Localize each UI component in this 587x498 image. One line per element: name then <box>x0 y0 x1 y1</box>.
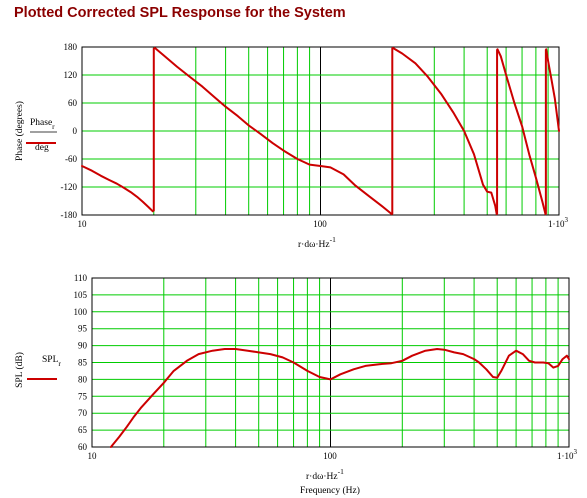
phase-y-ticks: -180 -120 -60 0 60 120 180 <box>61 42 78 220</box>
phase-x-axis-label: r·dω·Hz-1 <box>298 235 336 250</box>
spl-y-axis-label: SPL (dB) <box>14 352 25 388</box>
phase-curve <box>81 46 560 216</box>
spl-chart: 60 65 70 75 80 85 90 95 100 105 110 10 100 1·103 r… <box>14 273 578 496</box>
phase-curve-segment-2 <box>391 46 498 216</box>
spl-curve <box>109 348 570 448</box>
spl-xtick-10: 10 <box>88 451 98 461</box>
spl-x-axis-label-2: Frequency (Hz) <box>300 485 360 496</box>
page-title: Plotted Corrected SPL Response for the S… <box>14 5 346 21</box>
spl-ytick-label: 80 <box>78 374 88 384</box>
spl-legend-label: SPLr <box>42 355 61 368</box>
phase-chart: -180 -120 -60 0 60 120 180 10 100 1·103 r·dω·H… <box>14 42 569 250</box>
phase-curve-segment-1 <box>153 46 393 216</box>
phase-ytick-label: 180 <box>64 42 78 52</box>
phase-ytick-label: 120 <box>64 70 78 80</box>
phase-legend-numerator: Phaser <box>30 118 55 131</box>
spl-gridlines <box>92 278 569 447</box>
spl-ytick-label: 65 <box>78 425 88 435</box>
spl-xtick-1000: 1·103 <box>557 448 578 461</box>
spl-legend: SPLr <box>27 355 61 380</box>
phase-y-axis-label: Phase (degrees) <box>14 101 25 161</box>
phase-x-axis-label-exp: -1 <box>330 235 336 244</box>
spl-ytick-label: 70 <box>78 408 88 418</box>
spl-ytick-label: 85 <box>78 358 88 368</box>
phase-legend: Phaser deg <box>26 118 57 153</box>
phase-curve-segment-3 <box>496 48 547 216</box>
phase-curve-segment-4 <box>545 48 560 132</box>
spl-ytick-label: 105 <box>74 290 88 300</box>
phase-legend-denominator: deg <box>35 143 49 153</box>
phase-ytick-label: -180 <box>61 210 78 220</box>
spl-ytick-label: 110 <box>74 273 88 283</box>
phase-xtick-1000-base: 1·10 <box>548 219 565 229</box>
phase-xtick-1000: 1·103 <box>548 216 569 229</box>
spl-legend-name: SPL <box>42 355 59 365</box>
phase-ytick-label: -60 <box>65 154 77 164</box>
phase-legend-name: Phase <box>30 118 52 128</box>
spl-xtick-100: 100 <box>323 451 337 461</box>
spl-ytick-label: 95 <box>78 324 88 334</box>
spl-ytick-label: 100 <box>74 307 88 317</box>
spl-x-axis-label: r·dω·Hz-1 <box>306 467 344 482</box>
spl-x-axis-label-base: r·dω·Hz <box>306 472 338 482</box>
phase-curve-segment-0 <box>81 165 154 213</box>
spl-xtick-1000-base: 1·10 <box>557 451 574 461</box>
phase-xtick-100: 100 <box>313 219 327 229</box>
spl-plot-frame <box>91 277 570 448</box>
phase-ytick-label: -120 <box>61 182 78 192</box>
spl-ytick-label: 60 <box>78 442 88 452</box>
spl-ytick-label: 75 <box>78 391 88 401</box>
spl-xtick-1000-exp: 3 <box>574 448 578 456</box>
spl-x-axis-label-exp: -1 <box>338 467 344 476</box>
phase-x-axis-label-base: r·dω·Hz <box>298 240 330 250</box>
phase-legend-sub: r <box>52 122 55 131</box>
phase-ytick-label: 60 <box>68 98 78 108</box>
phase-ytick-label: 0 <box>73 126 78 136</box>
spl-legend-sub: r <box>58 359 61 368</box>
phase-xtick-1000-exp: 3 <box>565 216 569 224</box>
phase-xtick-10: 10 <box>78 219 88 229</box>
spl-curve-segment-0 <box>109 348 570 448</box>
spl-ytick-label: 90 <box>78 341 88 351</box>
spl-y-ticks: 60 65 70 75 80 85 90 95 100 105 110 <box>74 273 88 452</box>
